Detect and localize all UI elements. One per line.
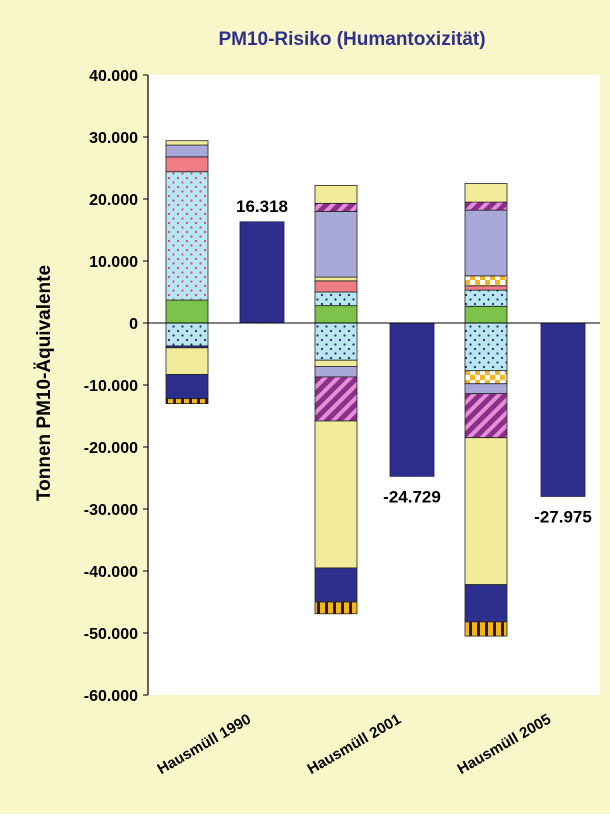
- bar-segment: [165, 322, 209, 347]
- y-tick-label: -30.000: [84, 502, 138, 519]
- y-tick-label: 10.000: [89, 254, 138, 271]
- bar-segment: [464, 437, 508, 586]
- bar-segment: [314, 291, 358, 307]
- y-axis-ticks: 40.000 30.000 20.000 10.000 0 -10.000 -20.000 -…: [84, 68, 148, 705]
- y-tick-label: -60.000: [84, 688, 138, 705]
- bar-segment: [314, 202, 358, 212]
- net-value-label: -24.729: [383, 487, 441, 506]
- bar-segment: [314, 305, 358, 324]
- bar-segment: [314, 210, 358, 278]
- net-value-label: 16.318: [236, 197, 288, 216]
- bar-segment: [314, 184, 358, 204]
- y-tick-label: 20.000: [89, 192, 138, 209]
- bar-segment: [165, 144, 209, 158]
- net-bar: [540, 322, 586, 497]
- bar-segment: [314, 359, 358, 367]
- bar-segment: [314, 276, 358, 282]
- net-bars: 16.318 -24.729 -27.975: [236, 197, 592, 527]
- y-tick-label: -20.000: [84, 440, 138, 457]
- bar-segment: [314, 322, 358, 361]
- y-tick-label: -50.000: [84, 626, 138, 643]
- y-tick-label: -40.000: [84, 564, 138, 581]
- bar-segment: [165, 374, 209, 400]
- bar-segment: [165, 347, 209, 375]
- bar-segment: [464, 393, 508, 439]
- net-bar: [239, 221, 285, 324]
- bar-segment: [314, 280, 358, 293]
- bar-segment: [314, 567, 358, 603]
- bar-segment: [464, 584, 508, 623]
- net-value-label: -27.975: [534, 507, 592, 526]
- bar-segment: [165, 171, 209, 301]
- bar-segment: [314, 376, 358, 422]
- bar-segment: [314, 365, 358, 378]
- bar-segment: [464, 201, 508, 211]
- bar-segment: [464, 289, 508, 307]
- bar-segment: [464, 275, 508, 287]
- bar-segment: [464, 285, 508, 291]
- bar-segment: [165, 140, 209, 146]
- bar-segment: [464, 322, 508, 372]
- stacked-bar-1: [165, 140, 209, 405]
- bar-segment: [464, 183, 508, 203]
- y-tick-label: 0: [129, 316, 138, 333]
- bar-segment: [314, 420, 358, 569]
- chart-title: PM10-Risiko (Humantoxizität): [218, 29, 485, 50]
- stacked-bar-3: [464, 183, 508, 637]
- y-tick-label: 30.000: [89, 130, 138, 147]
- bar-segment: [464, 305, 508, 324]
- stacked-bar-2: [314, 184, 358, 615]
- net-bar: [389, 322, 435, 477]
- bar-segment: [464, 370, 508, 385]
- y-tick-label: 40.000: [89, 68, 138, 85]
- bar-segment: [464, 209, 508, 277]
- bar-segment: [165, 398, 209, 405]
- y-tick-label: -10.000: [84, 378, 138, 395]
- bar-segment: [314, 601, 358, 615]
- stacked-bars: [165, 140, 508, 637]
- bar-segment: [165, 156, 209, 173]
- bar-segment: [464, 621, 508, 637]
- plot-area: [148, 75, 600, 695]
- bar-segment: [165, 299, 209, 324]
- bar-segment: [464, 383, 508, 395]
- y-axis-label: Tonnen PM10-Äquivalente: [34, 265, 55, 501]
